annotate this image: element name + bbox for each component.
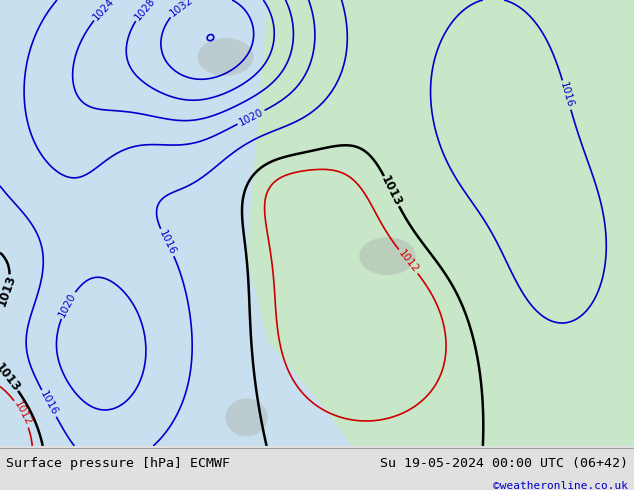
Ellipse shape xyxy=(197,38,254,76)
Text: 1013: 1013 xyxy=(0,273,18,308)
Text: 1032: 1032 xyxy=(168,0,195,19)
Text: 1012: 1012 xyxy=(396,248,420,275)
Text: 1012: 1012 xyxy=(11,400,33,428)
Ellipse shape xyxy=(359,237,416,275)
Text: 1020: 1020 xyxy=(237,107,265,128)
Text: 1024: 1024 xyxy=(91,0,117,22)
Text: 1028: 1028 xyxy=(133,0,157,22)
Text: Su 19-05-2024 00:00 UTC (06+42): Su 19-05-2024 00:00 UTC (06+42) xyxy=(380,457,628,470)
Text: 1016: 1016 xyxy=(157,228,178,257)
Polygon shape xyxy=(247,0,634,446)
Text: 1016: 1016 xyxy=(38,390,60,417)
Text: ©weatheronline.co.uk: ©weatheronline.co.uk xyxy=(493,481,628,490)
Text: 1013: 1013 xyxy=(378,173,404,209)
Text: 1020: 1020 xyxy=(57,291,78,319)
Ellipse shape xyxy=(226,398,268,437)
Text: Surface pressure [hPa] ECMWF: Surface pressure [hPa] ECMWF xyxy=(6,457,230,470)
Text: 1013: 1013 xyxy=(0,361,23,394)
Text: 1016: 1016 xyxy=(558,81,575,109)
